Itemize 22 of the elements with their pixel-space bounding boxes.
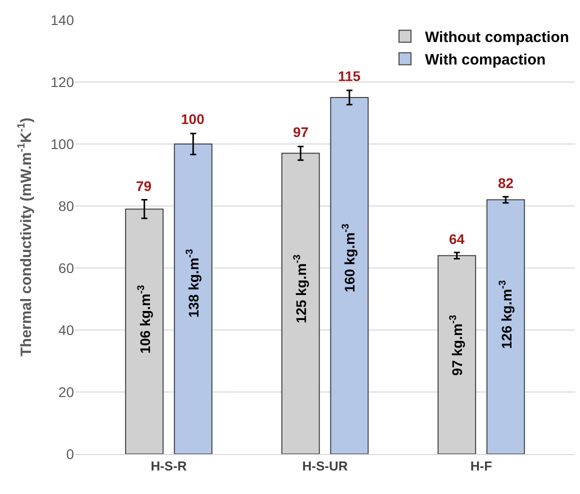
- y-tick-label: 140: [50, 12, 74, 28]
- x-tick-label: H-S-R: [150, 458, 188, 474]
- data-label: 97: [293, 124, 309, 140]
- legend-label: With compaction: [425, 52, 546, 69]
- y-tick-label: 60: [58, 260, 74, 276]
- legend-label: Without compaction: [425, 29, 570, 46]
- y-tick-label: 80: [58, 198, 74, 214]
- y-tick-label: 20: [58, 384, 74, 400]
- data-label: 64: [449, 231, 465, 247]
- bar: [330, 97, 369, 454]
- data-label: 82: [498, 175, 514, 191]
- data-label: 100: [181, 111, 205, 127]
- y-tick-label: 100: [50, 136, 74, 152]
- data-label: 115: [338, 68, 361, 84]
- y-tick-label: 0: [66, 446, 74, 462]
- x-tick-label: H-F: [470, 458, 492, 474]
- data-label: 79: [136, 178, 152, 194]
- y-tick-label: 40: [58, 322, 74, 338]
- bar: [486, 199, 525, 454]
- y-tick-label: 120: [50, 74, 74, 90]
- bar: [174, 144, 212, 454]
- x-tick-label: H-S-UR: [302, 458, 348, 474]
